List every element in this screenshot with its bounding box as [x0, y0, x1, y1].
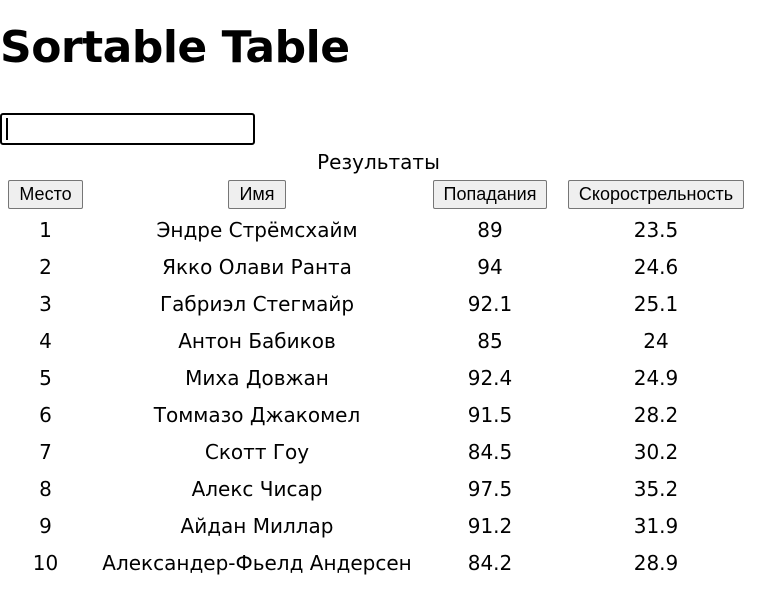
header-cell-hits: Попадания [425, 179, 555, 210]
place-cell: 7 [39, 439, 52, 464]
hits-cell: 85 [477, 328, 503, 353]
hits-cell: 94 [477, 254, 503, 279]
place-cell: 8 [39, 476, 52, 501]
table-row: 2 Якко Олави Ранта 94 24.6 [2, 249, 755, 284]
place-cell: 10 [32, 550, 59, 575]
speed-cell: 28.9 [633, 550, 679, 575]
table-row: 5 Миха Довжан 92.4 24.9 [2, 360, 755, 395]
name-cell: Айдан Миллар [180, 513, 334, 538]
hits-cell: 92.4 [467, 365, 513, 390]
name-cell: Эндре Стрёмсхайм [156, 217, 358, 242]
table-caption: Результаты [317, 150, 440, 174]
speed-cell: 24.6 [633, 254, 679, 279]
speed-cell: 24.9 [633, 365, 679, 390]
speed-cell: 23.5 [633, 217, 679, 242]
hits-cell: 84.5 [467, 439, 513, 464]
search-input[interactable] [0, 113, 255, 145]
name-cell: Алекс Чисар [191, 476, 323, 501]
header-cell-name: Имя [91, 179, 423, 210]
table-row: 8 Алекс Чисар 97.5 35.2 [2, 471, 755, 506]
table-row: 7 Скотт Гоу 84.5 30.2 [2, 434, 755, 469]
name-cell: Миха Довжан [185, 365, 329, 390]
hits-cell: 91.5 [467, 402, 513, 427]
hits-cell: 97.5 [467, 476, 513, 501]
table-row: 4 Антон Бабиков 85 24 [2, 323, 755, 358]
hits-cell: 89 [477, 217, 503, 242]
table-body: 1 Эндре Стрёмсхайм 89 23.5 2 Якко Олави Ранта… [2, 212, 755, 580]
header-row: Место Имя Попадания Скорострельность [2, 179, 755, 210]
table-row: 1 Эндре Стрёмсхайм 89 23.5 [2, 212, 755, 247]
speed-cell: 35.2 [633, 476, 679, 501]
name-cell: Якко Олави Ранта [162, 254, 352, 279]
sort-hits-button[interactable]: Попадания [432, 180, 548, 209]
name-cell: Скотт Гоу [204, 439, 310, 464]
speed-cell: 25.1 [633, 291, 679, 316]
table-row: 9 Айдан Миллар 91.2 31.9 [2, 508, 755, 543]
place-cell: 5 [39, 365, 52, 390]
name-cell: Томмазо Джакомел [153, 402, 361, 427]
sort-place-button[interactable]: Место [8, 180, 83, 209]
speed-cell: 31.9 [633, 513, 679, 538]
text-cursor [6, 118, 8, 140]
place-cell: 4 [39, 328, 52, 353]
sort-name-button[interactable]: Имя [228, 180, 286, 209]
results-table: Результаты Место Имя Попадания Скоростре… [0, 147, 757, 582]
name-cell: Антон Бабиков [178, 328, 336, 353]
place-cell: 2 [39, 254, 52, 279]
place-cell: 9 [39, 513, 52, 538]
hits-cell: 91.2 [467, 513, 513, 538]
hits-cell: 92.1 [467, 291, 513, 316]
speed-cell: 24 [643, 328, 669, 353]
hits-cell: 84.2 [467, 550, 513, 575]
speed-cell: 30.2 [633, 439, 679, 464]
place-cell: 6 [39, 402, 52, 427]
speed-cell: 28.2 [633, 402, 679, 427]
table-row: 3 Габриэл Стегмайр 92.1 25.1 [2, 286, 755, 321]
name-cell: Габриэл Стегмайр [159, 291, 355, 316]
header-cell-speed: Скорострельность [557, 179, 755, 210]
sort-speed-button[interactable]: Скорострельность [567, 180, 745, 209]
header-cell-place: Место [2, 179, 89, 210]
table-row: 6 Томмазо Джакомел 91.5 28.2 [2, 397, 755, 432]
page-title: Sortable Table [0, 22, 350, 73]
place-cell: 1 [39, 217, 52, 242]
name-cell: Александер-Фьелд Андерсен [102, 550, 412, 575]
table-row: 10 Александер-Фьелд Андерсен 84.2 28.9 [2, 545, 755, 580]
place-cell: 3 [39, 291, 52, 316]
